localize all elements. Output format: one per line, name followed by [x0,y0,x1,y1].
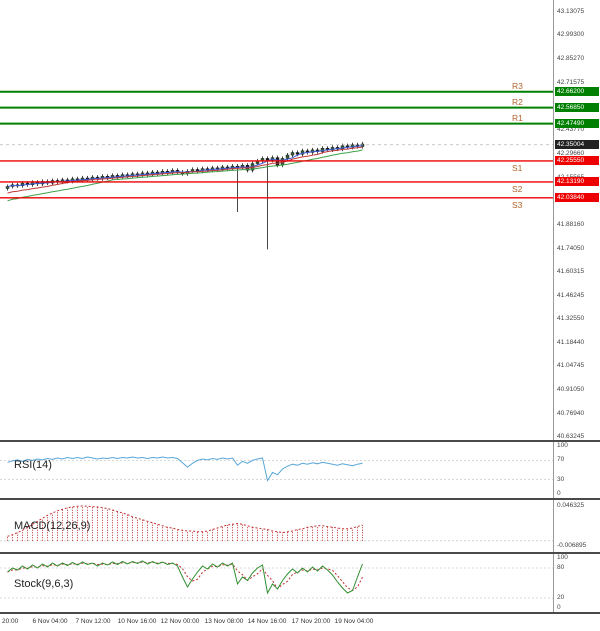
price-axis-tick: 41.46245 [557,292,585,299]
time-axis[interactable]: 20:00 6 Nov 04:00 7 Nov 12:00 10 Nov 16:00 1… [0,614,600,631]
price-chart-surface[interactable] [0,0,553,440]
time-axis-tick: 17 Nov 20:00 [291,618,331,625]
price-axis-tick: 42.43770 [557,126,585,133]
stoch-axis-tick: 0 [557,604,561,611]
stoch-k-line [7,560,363,595]
rsi-line [7,456,363,482]
rsi-indicator-label: RSI(14) [14,459,52,471]
rsi-axis[interactable]: 100 70 30 0 [553,442,600,498]
price-axis[interactable]: 43.13075 42.99300 42.85270 42.71575 42.43770… [553,0,600,440]
rsi-axis-tick: 0 [557,490,561,497]
time-axis-tick: 6 Nov 04:00 [32,618,68,625]
time-axis-tick: 12 Nov 00:00 [160,618,200,625]
time-axis-tick: 13 Nov 08:00 [204,618,244,625]
macd-signal-line [7,505,363,537]
stochastic-chart-surface[interactable] [0,554,553,612]
level-tag-S1: S1 [512,163,523,173]
time-axis-tick: 20:00 [2,618,19,625]
price-axis-tick: 41.60315 [557,268,585,275]
price-axis-tick: 43.13075 [557,8,585,15]
level-tag-R2: R2 [512,97,523,107]
time-axis-tick: 10 Nov 16:00 [117,618,157,625]
price-axis-tick: 42.29660 [557,150,585,157]
level-badge-R1: 42.47490 [555,119,599,128]
time-axis-tick: 14 Nov 16:00 [247,618,287,625]
ma-fast-line [7,145,363,187]
pane-divider-1[interactable] [0,440,600,442]
price-axis-tick: 41.74050 [557,245,585,252]
stochastic-indicator-label: Stock(9,6,3) [14,578,74,590]
ma-mid-line [7,146,363,194]
level-tag-R1: R1 [512,113,523,123]
price-axis-tick: 41.32550 [557,315,585,322]
level-badge-S3: 42.03840 [555,193,599,202]
candles [5,141,365,250]
stochastic-pane: Stock(9,6,3) 100 80 20 0 [0,554,600,612]
ma-slow-line [7,149,363,202]
stoch-axis-tick: 80 [557,564,565,571]
current-price-badge: 42.35004 [555,140,599,149]
macd-axis-tick: -0.006895 [557,542,587,549]
rsi-axis-tick: 70 [557,456,565,463]
price-axis-tick: 40.63245 [557,433,585,440]
price-axis-tick: 41.18440 [557,339,585,346]
level-badge-S2: 42.13190 [555,177,599,186]
rsi-axis-tick: 100 [557,442,568,449]
rsi-chart-surface[interactable] [0,442,553,498]
macd-axis-tick: 0.046325 [557,502,585,509]
level-tag-R3: R3 [512,81,523,91]
time-axis-tick: 19 Nov 04:00 [334,618,374,625]
stoch-axis-tick: 20 [557,594,565,601]
price-axis-tick: 40.76940 [557,410,585,417]
rsi-pane: RSI(14) 100 70 30 0 [0,442,600,498]
macd-axis[interactable]: 0.046325 -0.006895 [553,500,600,552]
price-axis-tick: 40.91050 [557,386,585,393]
level-badge-S1: 42.25550 [555,156,599,165]
level-badge-R3: 42.66200 [555,87,599,96]
price-axis-tick: 41.88160 [557,221,585,228]
price-pane: 43.13075 42.99300 42.85270 42.71575 42.43770… [0,0,600,440]
level-badge-R2: 42.56850 [555,103,599,112]
macd-indicator-label: MACD(12,26,9) [14,520,91,532]
stoch-axis-tick: 100 [557,554,568,561]
stochastic-axis[interactable]: 100 80 20 0 [553,554,600,612]
macd-pane: MACD(12,26,9) 0.046325 -0.006895 [0,500,600,552]
price-axis-tick: 42.71575 [557,79,585,86]
time-axis-tick: 7 Nov 12:00 [75,618,111,625]
pane-divider-2[interactable] [0,498,600,500]
macd-chart-surface[interactable] [0,500,553,552]
price-axis-tick: 42.99300 [557,31,585,38]
pane-divider-4[interactable] [0,612,600,614]
pane-divider-3[interactable] [0,552,600,554]
price-axis-tick: 42.85270 [557,55,585,62]
level-tag-S3: S3 [512,200,523,210]
rsi-axis-tick: 30 [557,476,565,483]
price-axis-tick: 41.04745 [557,362,585,369]
level-tag-S2: S2 [512,184,523,194]
